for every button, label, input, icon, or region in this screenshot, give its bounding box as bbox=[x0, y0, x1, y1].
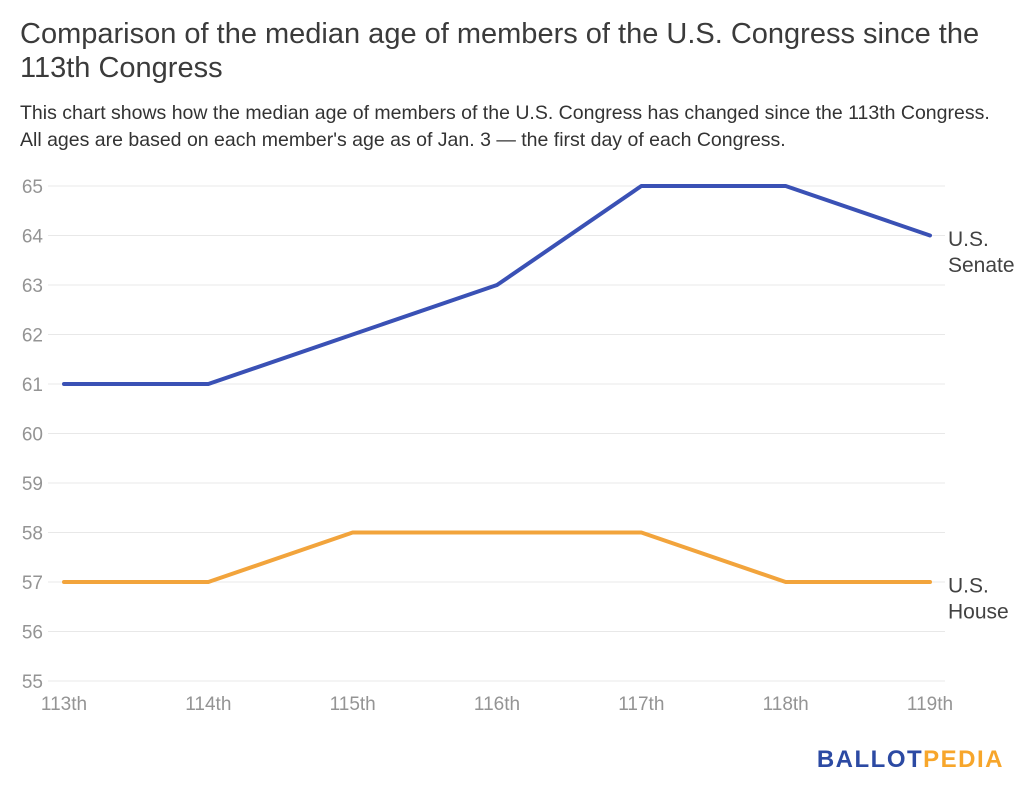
chart-title: Comparison of the median age of members … bbox=[20, 17, 1020, 85]
chart-title-line2: 113th Congress bbox=[20, 52, 223, 84]
series-end-label-u-s-house: House bbox=[948, 601, 1009, 624]
y-axis-tick-label: 59 bbox=[22, 474, 43, 495]
x-axis-tick-label: 115th bbox=[330, 694, 376, 715]
chart-subtitle: This chart shows how the median age of m… bbox=[20, 100, 1020, 154]
x-axis-tick-label: 119th bbox=[907, 694, 953, 715]
y-axis-tick-label: 61 bbox=[22, 375, 43, 396]
x-axis-tick-label: 116th bbox=[474, 694, 520, 715]
series-line-u-s-house bbox=[62, 530, 932, 584]
y-axis-tick-label: 65 bbox=[22, 177, 43, 198]
y-axis-tick-label: 55 bbox=[22, 672, 43, 693]
logo-text-pedia: PEDIA bbox=[923, 746, 1004, 773]
y-axis-tick-label: 57 bbox=[22, 573, 43, 594]
y-axis-tick-label: 62 bbox=[22, 326, 43, 347]
chart-title-line1: Comparison of the median age of members … bbox=[20, 18, 980, 50]
chart-subtitle-line1: This chart shows how the median age of m… bbox=[20, 102, 990, 124]
y-axis-tick-label: 63 bbox=[22, 276, 43, 297]
y-axis-tick-label: 64 bbox=[22, 227, 44, 248]
y-axis-tick-label: 58 bbox=[22, 524, 43, 545]
x-axis-tick-label: 113th bbox=[41, 694, 87, 715]
y-axis-tick-label: 60 bbox=[22, 425, 43, 446]
series-end-label-u-s-senate: Senate bbox=[948, 254, 1015, 277]
series-end-label-u-s-house: U.S. bbox=[948, 575, 989, 598]
logo-text-ballot: BALLOT bbox=[816, 746, 924, 773]
x-axis-tick-label: 117th bbox=[618, 694, 664, 715]
y-axis-tick-label: 56 bbox=[22, 623, 43, 644]
ballotpedia-logo: BALLOTPEDIA bbox=[817, 746, 1004, 774]
x-axis-tick-label: 118th bbox=[763, 694, 809, 715]
line-chart: 55 56 57 58 59 60 61 62 63 64 65 113th 114th 115th 116… bbox=[22, 177, 1015, 715]
chart-subtitle-line2: All ages are based on each member's age … bbox=[20, 129, 786, 151]
series-end-label-u-s-senate: U.S. bbox=[948, 228, 989, 251]
x-axis-tick-label: 114th bbox=[185, 694, 231, 715]
series-line-u-s-senate bbox=[62, 184, 932, 386]
